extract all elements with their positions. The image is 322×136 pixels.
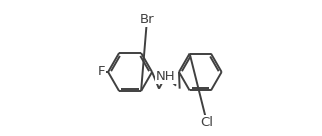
Text: Br: Br [140, 13, 154, 26]
Text: Cl: Cl [201, 116, 213, 129]
Text: NH: NH [156, 70, 175, 83]
Text: F: F [98, 66, 106, 78]
